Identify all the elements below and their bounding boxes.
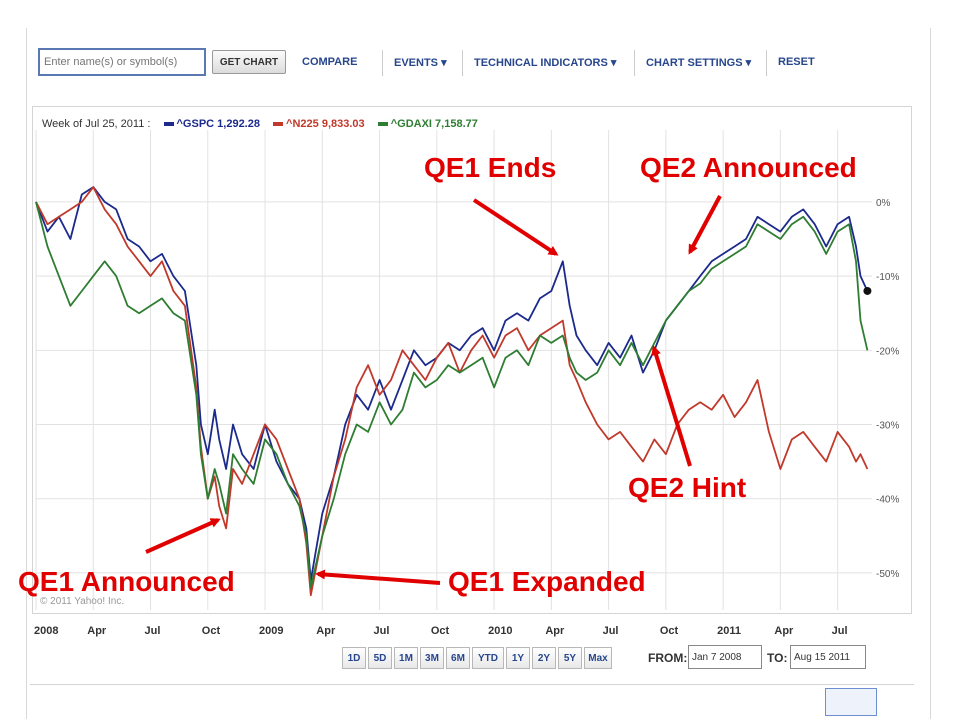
arrow-qe1-announced: [145, 518, 221, 554]
x-tick-label: Jul: [832, 625, 848, 637]
toolbar-divider: [382, 50, 383, 76]
x-tick-label: Jul: [374, 625, 390, 637]
to-date-input[interactable]: [790, 645, 866, 669]
range-button-1y[interactable]: 1Y: [506, 647, 530, 669]
arrow-qe2-hint: [651, 345, 692, 467]
arrow-qe1-ends: [472, 198, 559, 256]
x-tick-label: Apr: [774, 625, 794, 637]
chart-grid: [35, 130, 872, 610]
range-navigator: [30, 684, 914, 720]
chart-page-frame: [26, 28, 931, 719]
range-button-1m[interactable]: 1M: [394, 647, 418, 669]
annotation-qe2-hint: QE2 Hint: [628, 472, 747, 503]
annotation-arrows: [145, 195, 722, 585]
to-label: TO:: [767, 651, 788, 665]
range-button-ytd[interactable]: YTD: [472, 647, 504, 669]
range-button-6m[interactable]: 6M: [446, 647, 470, 669]
y-tick-label: -30%: [876, 421, 899, 432]
technical-indicators-menu[interactable]: TECHNICAL INDICATORS ▾: [474, 57, 617, 69]
x-tick-label: 2010: [488, 625, 512, 637]
toolbar-divider: [462, 50, 463, 76]
y-tick-label: -20%: [876, 346, 899, 357]
legend-item-n225: ^N225 9,833.03: [286, 118, 365, 130]
range-button-5d[interactable]: 5D: [368, 647, 392, 669]
series-line-gdaxi: [35, 201, 869, 589]
events-menu[interactable]: EVENTS ▾: [394, 57, 447, 69]
from-label: FROM:: [648, 651, 688, 665]
x-tick-label: Jul: [145, 625, 161, 637]
chart-series: [35, 186, 872, 597]
range-button-1d[interactable]: 1D: [342, 647, 366, 669]
annotation-qe1-expanded: QE1 Expanded: [448, 566, 646, 597]
toolbar-divider: [634, 50, 635, 76]
copyright-text: © 2011 Yahoo! Inc.: [40, 596, 124, 607]
y-tick-label: -40%: [876, 495, 899, 506]
x-tick-label: Oct: [660, 625, 679, 637]
annotation-qe1-announced: QE1 Announced: [18, 566, 235, 597]
from-date-input[interactable]: [688, 645, 762, 669]
get-chart-button[interactable]: GET CHART: [212, 50, 286, 74]
x-tick-label: Jul: [603, 625, 619, 637]
x-tick-label: Apr: [87, 625, 107, 637]
series-end-marker: [863, 286, 872, 295]
annotation-qe1-ends: QE1 Ends: [424, 152, 557, 183]
legend-swatch-n225: [273, 122, 284, 127]
y-tick-label: -50%: [876, 569, 899, 580]
x-tick-label: Apr: [316, 625, 336, 637]
symbol-search-input[interactable]: [38, 48, 206, 76]
arrow-qe1-expanded: [315, 569, 441, 585]
legend-item-gspc: ^GSPC 1,292.28: [176, 118, 260, 130]
range-button-3m[interactable]: 3M: [420, 647, 444, 669]
range-button-2y[interactable]: 2Y: [532, 647, 556, 669]
chart-legend: Week of Jul 25, 2011 : ^GSPC 1,292.28 ^N…: [42, 118, 478, 130]
x-tick-label: Oct: [202, 625, 221, 637]
legend-swatch-gdaxi: [377, 122, 388, 127]
y-axis-ticks: 0% -10% -20% -30% -40% -50%: [876, 198, 899, 580]
annotation-qe2-announced: QE2 Announced: [640, 152, 857, 183]
toolbar-divider: [766, 50, 767, 76]
series-line-n225: [35, 186, 869, 597]
arrow-qe2-announced: [688, 195, 722, 255]
legend-swatch-gspc: [163, 122, 174, 127]
chart-panel: [32, 106, 912, 614]
x-tick-label: 2009: [259, 625, 283, 637]
x-tick-label: Apr: [545, 625, 565, 637]
range-navigator-handle[interactable]: [825, 688, 877, 716]
x-tick-label: 2011: [717, 625, 741, 637]
chart-toolbar: GET CHART COMPARE EVENTS ▾ TECHNICAL IND…: [36, 46, 916, 80]
y-tick-label: 0%: [876, 198, 891, 209]
range-button-5y[interactable]: 5Y: [558, 647, 582, 669]
x-tick-label: Oct: [431, 625, 450, 637]
legend-week-label: Week of Jul 25, 2011 :: [42, 118, 151, 130]
range-button-max[interactable]: Max: [584, 647, 612, 669]
y-tick-label: -10%: [876, 272, 899, 283]
reset-button[interactable]: RESET: [778, 56, 815, 68]
chart-settings-menu[interactable]: CHART SETTINGS ▾: [646, 57, 752, 69]
x-tick-label: 2008: [34, 625, 58, 637]
series-line-gspc: [35, 186, 869, 582]
legend-item-gdaxi: ^GDAXI 7,158.77: [390, 118, 478, 130]
compare-button[interactable]: COMPARE: [302, 56, 358, 68]
x-axis-ticks: 2008 Apr Jul Oct 2009 Apr Jul Oct 2010 Apr Jul Oct 2…: [34, 625, 848, 637]
